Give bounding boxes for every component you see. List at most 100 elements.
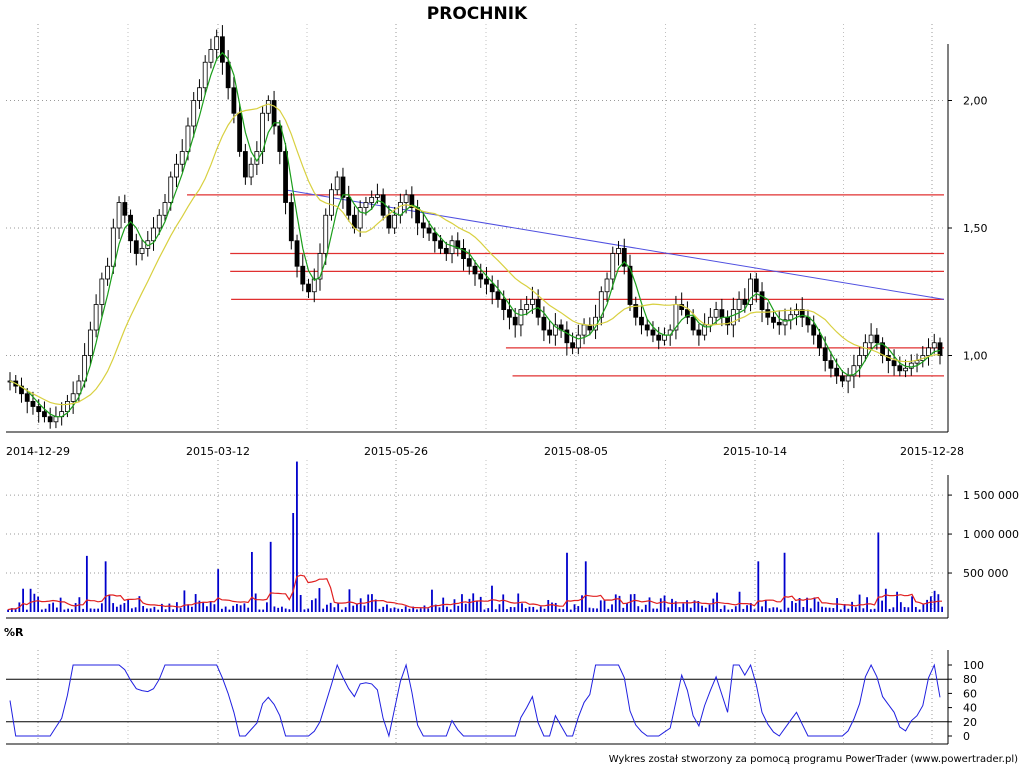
candle-body [926, 347, 931, 356]
volume-bar [363, 605, 366, 612]
volume-bar [509, 606, 512, 612]
volume-bar [599, 600, 602, 612]
volume-bar [37, 596, 40, 612]
volume-bar [543, 608, 546, 612]
volume-bar [277, 607, 280, 612]
candle-body [484, 278, 489, 285]
volume-bar [70, 609, 73, 612]
candle-body [386, 214, 392, 229]
candle-body [903, 367, 908, 372]
volume-bar [337, 602, 340, 612]
williams-r-line [9, 663, 941, 738]
volume-bar [153, 606, 156, 612]
candle-body [891, 360, 897, 367]
candle-body [65, 400, 70, 412]
volume-bar [892, 607, 895, 612]
candle-body [311, 278, 317, 293]
volume-bar [869, 609, 872, 612]
candle-body [99, 278, 105, 305]
volume-bar [326, 604, 328, 612]
candle-body [105, 265, 110, 280]
candle-body [771, 316, 776, 323]
volume-bar [7, 609, 9, 612]
volume-bar [457, 605, 460, 612]
volume-bar [749, 603, 752, 612]
candle-body [552, 324, 558, 336]
volume-bar [453, 599, 456, 612]
volume-bar [281, 606, 283, 612]
candle-body [191, 100, 197, 127]
candle-body [237, 112, 243, 152]
candle-body [616, 247, 621, 254]
candle-body [696, 329, 702, 336]
y-tick-label: 0 [963, 730, 970, 743]
volume-bar [644, 604, 647, 612]
x-tick-label: 2015-12-28 [900, 445, 964, 458]
volume-bar [97, 608, 100, 612]
candle-body [369, 196, 375, 203]
volume-bar [907, 607, 910, 612]
volume-bar [213, 604, 216, 612]
volume-bar [506, 609, 508, 612]
candle-body [403, 194, 409, 203]
volume-bar [521, 603, 523, 612]
candle-body [288, 202, 294, 242]
candle-body [524, 304, 530, 310]
volume-bar [918, 609, 921, 612]
candle-body [685, 309, 690, 318]
candle-body [294, 240, 300, 267]
candle-body [880, 342, 885, 356]
candle-body [644, 324, 650, 331]
grid: 2014-12-29 2015-03-12 2015-05-26 2015-08-05… [6, 24, 964, 745]
volume-bar [903, 607, 906, 612]
volume-bar [33, 593, 36, 612]
volume-bar [258, 609, 261, 612]
volume-bar [266, 602, 268, 612]
volume-bar [67, 608, 70, 612]
volume-bar [483, 609, 486, 612]
candle-body [87, 329, 93, 356]
volume-bar [686, 600, 688, 612]
candle-body [817, 334, 822, 349]
candle-body [857, 355, 863, 367]
volume-bar [251, 551, 253, 612]
volume-bar [641, 609, 643, 612]
x-tick-label: 2015-03-12 [186, 445, 250, 458]
volume-bar [742, 608, 745, 612]
candle-body [811, 324, 817, 336]
y-tick-label: 1,00 [963, 350, 988, 363]
volume-bar [115, 606, 118, 612]
candle-body [271, 100, 277, 127]
volume-bar [311, 600, 313, 612]
candle-body [151, 227, 156, 242]
volume-bar [899, 602, 902, 612]
candle-body [840, 375, 845, 382]
volume-bar [761, 606, 763, 612]
volume-bar [479, 596, 482, 612]
volume-bar [468, 598, 471, 612]
volume-bar [464, 603, 467, 612]
volume-bar [134, 607, 137, 612]
volume-bar [374, 599, 377, 612]
volume-bar [498, 604, 501, 612]
candle-body [168, 176, 174, 203]
candle-body [306, 283, 311, 293]
candle-body [627, 265, 633, 305]
candle-body [208, 49, 214, 63]
candle-body [868, 334, 874, 344]
x-tick-label: 2015-05-26 [364, 445, 428, 458]
volume-bar [352, 605, 355, 612]
candle-body [851, 365, 857, 377]
candle-body [845, 375, 851, 382]
volume-bar [145, 608, 148, 612]
candle-body [409, 194, 415, 209]
volume-bar [367, 594, 370, 612]
volume-bar [82, 608, 85, 612]
volume-bar [29, 588, 32, 612]
candle-body [742, 298, 748, 305]
volume-bar [344, 607, 347, 612]
candle-body [47, 416, 53, 423]
volume-bar [551, 602, 553, 612]
candle-body [174, 163, 179, 178]
candle-body [242, 151, 248, 178]
